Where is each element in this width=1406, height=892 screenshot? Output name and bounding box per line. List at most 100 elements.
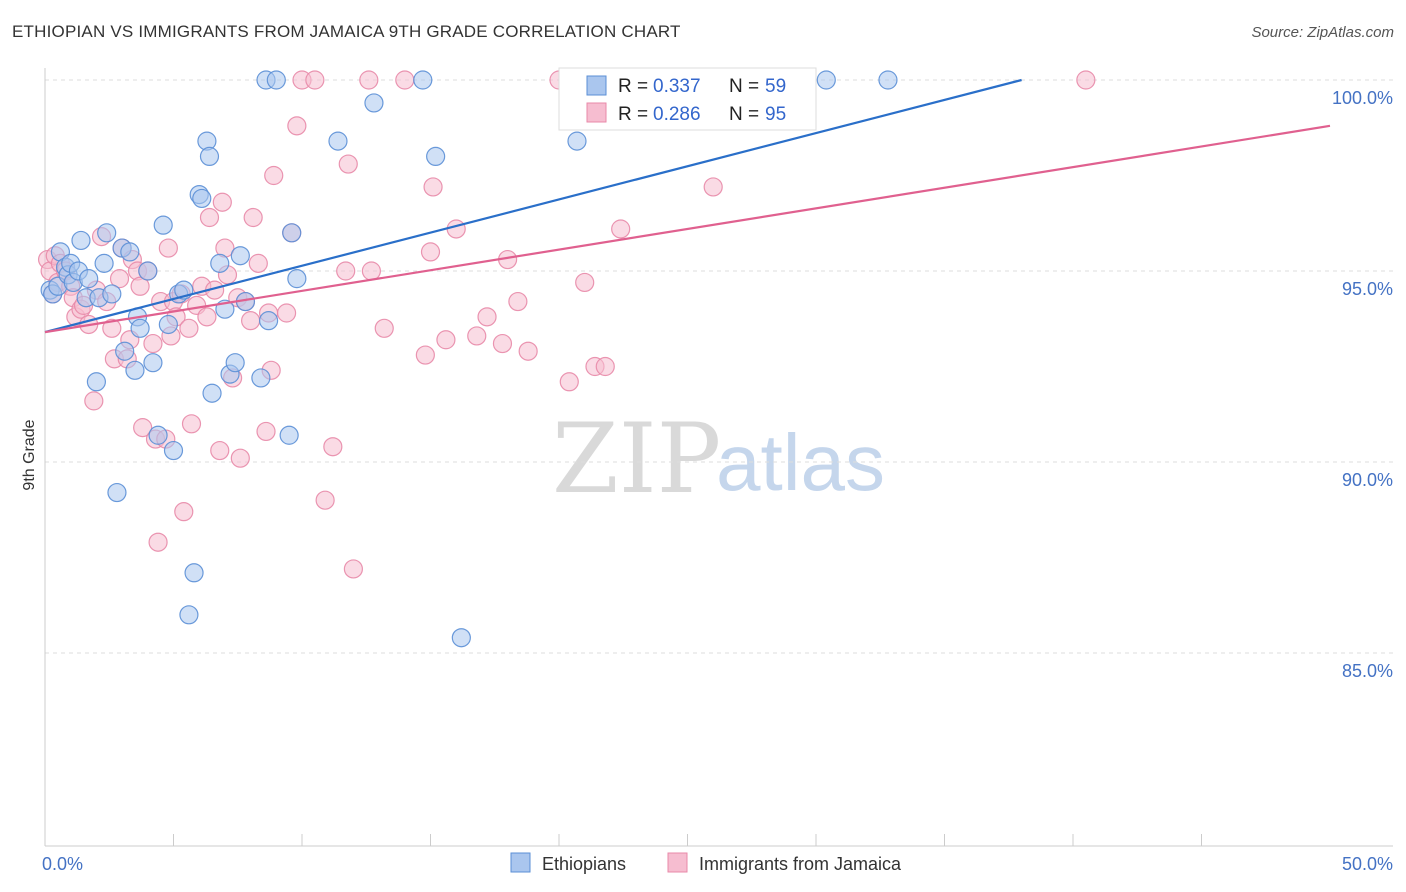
data-point-jamaica <box>256 421 276 442</box>
data-point-jamaica <box>143 333 163 354</box>
data-point-ethiopians <box>202 383 222 403</box>
data-point-ethiopians <box>567 131 587 151</box>
data-point-jamaica <box>84 391 104 411</box>
data-point-jamaica <box>1076 70 1096 90</box>
data-point-jamaica <box>109 269 130 289</box>
data-point-ethiopians <box>364 93 384 113</box>
legend-pink-r-label: R = <box>618 104 648 125</box>
data-point-jamaica <box>102 318 122 338</box>
data-point-ethiopians <box>426 146 446 166</box>
data-point-ethiopians <box>328 131 348 151</box>
data-point-jamaica <box>130 276 150 296</box>
data-point-jamaica <box>518 341 538 361</box>
data-point-jamaica <box>210 440 230 461</box>
series-legend: Ethiopians Immigrants from Jamaica <box>510 852 902 874</box>
data-point-ethiopians <box>86 372 107 392</box>
series-ethiopians <box>40 70 898 648</box>
data-point-ethiopians <box>143 353 163 373</box>
data-point-jamaica <box>199 207 220 228</box>
data-point-ethiopians <box>163 440 184 461</box>
stats-legend: R = 0.337 N = 59 R = 0.286 N = 95 <box>558 67 817 131</box>
data-point-ethiopians <box>451 628 471 648</box>
data-point-jamaica <box>508 291 528 312</box>
data-point-ethiopians <box>230 246 250 266</box>
data-point-ethiopians <box>266 70 286 90</box>
series-legend-ethiopians: Ethiopians <box>542 854 626 874</box>
y-tick-labels: 100.0% 95.0% 90.0% 85.0% <box>1332 88 1393 681</box>
data-point-ethiopians <box>179 605 199 625</box>
data-point-jamaica <box>336 261 356 281</box>
legend-blue-r-label: R = <box>618 76 648 97</box>
legend-blue-r-value: 0.337 <box>653 76 701 97</box>
data-point-jamaica <box>181 414 202 434</box>
data-point-jamaica <box>446 219 466 239</box>
data-point-ethiopians <box>251 368 271 388</box>
data-point-jamaica <box>343 559 363 579</box>
data-point-jamaica <box>338 154 358 174</box>
trend-line-ethiopians <box>44 78 1022 334</box>
data-point-jamaica <box>243 207 263 228</box>
data-point-ethiopians <box>138 261 158 281</box>
data-point-jamaica <box>575 272 595 293</box>
data-point-ethiopians <box>225 353 245 373</box>
y-tick-label: 100.0% <box>1332 88 1393 108</box>
data-point-jamaica <box>467 326 487 346</box>
legend-blue-n-label: N = <box>729 76 759 97</box>
data-point-jamaica <box>230 448 250 468</box>
data-point-jamaica <box>323 437 343 457</box>
data-point-jamaica <box>315 490 335 510</box>
legend-pink-n-value: 95 <box>765 104 786 125</box>
data-point-jamaica <box>287 116 307 136</box>
data-point-jamaica <box>477 307 497 327</box>
data-point-jamaica <box>420 242 441 262</box>
axes <box>44 68 1393 847</box>
data-point-ethiopians <box>107 482 127 503</box>
data-point-ethiopians <box>878 70 898 90</box>
data-point-jamaica <box>492 333 513 354</box>
data-point-jamaica <box>595 356 615 377</box>
data-point-jamaica <box>197 307 217 327</box>
data-point-ethiopians <box>148 425 168 445</box>
data-point-jamaica <box>305 70 325 90</box>
data-point-ethiopians <box>125 360 145 380</box>
data-point-ethiopians <box>94 253 114 273</box>
data-point-ethiopians <box>79 269 99 289</box>
data-point-jamaica <box>703 177 723 197</box>
data-point-jamaica <box>374 318 394 338</box>
data-point-ethiopians <box>102 284 122 304</box>
data-point-ethiopians <box>130 318 150 338</box>
watermark-zip: ZIP <box>552 403 721 515</box>
legend-blue-n-value: 59 <box>765 76 786 97</box>
data-point-jamaica <box>361 261 381 281</box>
data-point-jamaica <box>436 330 456 350</box>
data-point-jamaica <box>415 345 435 365</box>
data-point-jamaica <box>559 372 579 392</box>
legend-swatch-pink <box>586 102 607 123</box>
data-point-jamaica <box>133 418 153 438</box>
data-point-ethiopians <box>115 341 135 361</box>
y-axis-label: 9th Grade <box>21 419 38 490</box>
data-point-jamaica <box>212 192 232 212</box>
data-point-ethiopians <box>279 425 299 445</box>
data-point-ethiopians <box>153 215 173 235</box>
data-point-ethiopians <box>210 253 230 273</box>
x-ticks <box>173 834 1202 846</box>
y-tick-label: 90.0% <box>1342 470 1393 490</box>
data-point-jamaica <box>395 70 415 90</box>
data-point-jamaica <box>359 70 379 90</box>
series-legend-swatch-ethiopians <box>510 852 531 873</box>
data-point-ethiopians <box>158 314 178 335</box>
chart-source: Source: ZipAtlas.com <box>1251 24 1394 41</box>
data-point-jamaica <box>276 303 297 323</box>
series-legend-swatch-jamaica <box>667 852 688 873</box>
data-point-jamaica <box>611 219 631 239</box>
data-point-ethiopians <box>184 563 204 583</box>
chart-title: ETHIOPIAN VS IMMIGRANTS FROM JAMAICA 9TH… <box>12 22 681 41</box>
data-point-ethiopians <box>816 70 836 90</box>
data-point-jamaica <box>158 238 178 258</box>
y-tick-label: 95.0% <box>1342 279 1393 299</box>
data-point-jamaica <box>264 165 284 186</box>
trend-lines <box>44 78 1331 334</box>
series-legend-jamaica: Immigrants from Jamaica <box>699 854 902 874</box>
